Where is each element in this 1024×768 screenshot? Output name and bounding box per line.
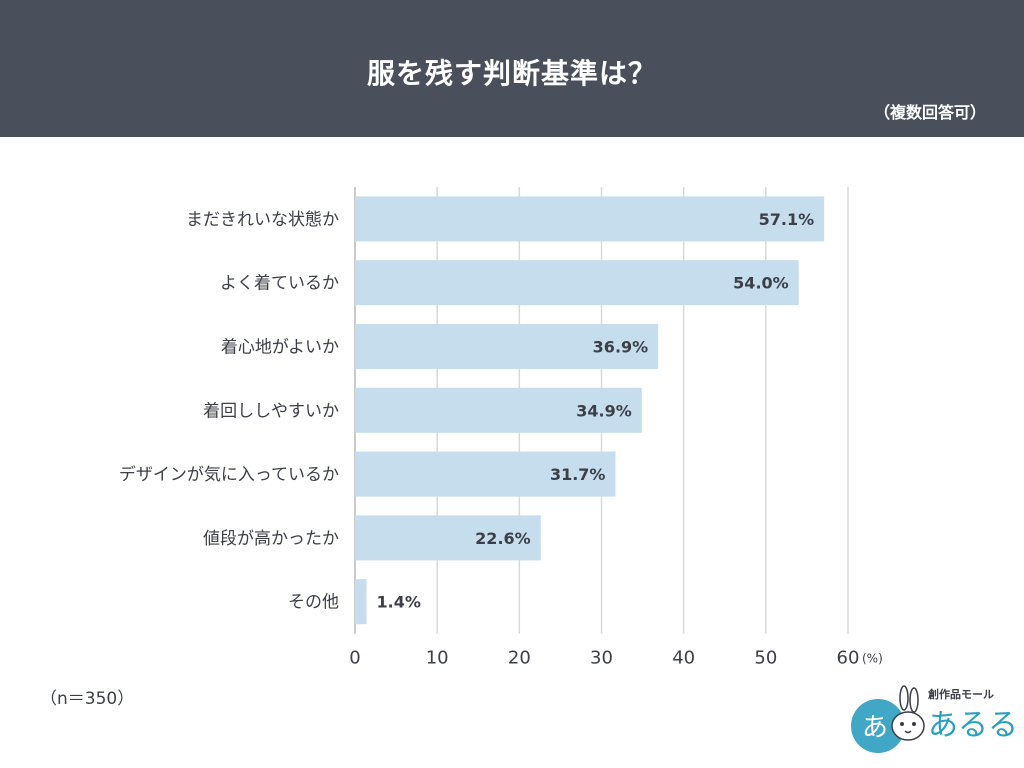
chart-subtitle: （複数回答可） <box>873 103 986 122</box>
x-unit-label: (%) <box>862 652 883 666</box>
x-tick-label: 20 <box>508 648 531 667</box>
category-label: 値段が高かったか <box>203 529 339 549</box>
category-label: 着回ししやすいか <box>203 401 339 421</box>
rabbit-icon: あ <box>851 685 925 753</box>
data-label: 36.9% <box>593 338 649 357</box>
x-tick-label: 30 <box>590 648 613 667</box>
category-label: デザインが気に入っているか <box>119 464 339 485</box>
chart-title: 服を残す判断基準は？ <box>366 57 657 90</box>
bar-chart: 0 10 20 30 40 50 60 (%) まだきれいな状態か 57.1% よく着ているか 54.… <box>119 187 883 667</box>
x-tick-label: 50 <box>754 648 777 667</box>
header-banner: 服を残す判断基準は？ （複数回答可） <box>0 0 1024 137</box>
category-label: その他 <box>288 593 339 613</box>
x-tick-label: 60 <box>837 648 860 667</box>
data-label: 57.1% <box>759 210 815 229</box>
data-label: 54.0% <box>733 274 789 293</box>
category-label: 着心地がよいか <box>221 338 339 358</box>
bar <box>355 515 541 561</box>
data-label: 22.6% <box>475 529 531 548</box>
data-label: 34.9% <box>576 401 632 420</box>
logo: あ 創作品モール あるる <box>848 684 1018 756</box>
data-label: 31.7% <box>550 465 606 484</box>
bar <box>355 324 659 369</box>
bar <box>355 260 799 306</box>
bar <box>355 579 367 625</box>
x-tick-label: 40 <box>672 648 695 667</box>
x-tick-label: 0 <box>349 648 360 667</box>
bar <box>355 451 616 497</box>
x-tick-label: 10 <box>426 648 449 667</box>
data-label: 1.4% <box>377 593 421 612</box>
bar <box>355 387 642 433</box>
category-label: よく着ているか <box>220 274 339 294</box>
logo-badge-text: あ <box>862 713 888 743</box>
logo-main-text: あるる <box>928 708 1018 743</box>
logo-top-text: 創作品モール <box>928 688 994 701</box>
category-label: まだきれいな状態か <box>186 210 339 230</box>
bar <box>355 196 825 242</box>
sample-size-label: （n＝350） <box>40 689 135 709</box>
